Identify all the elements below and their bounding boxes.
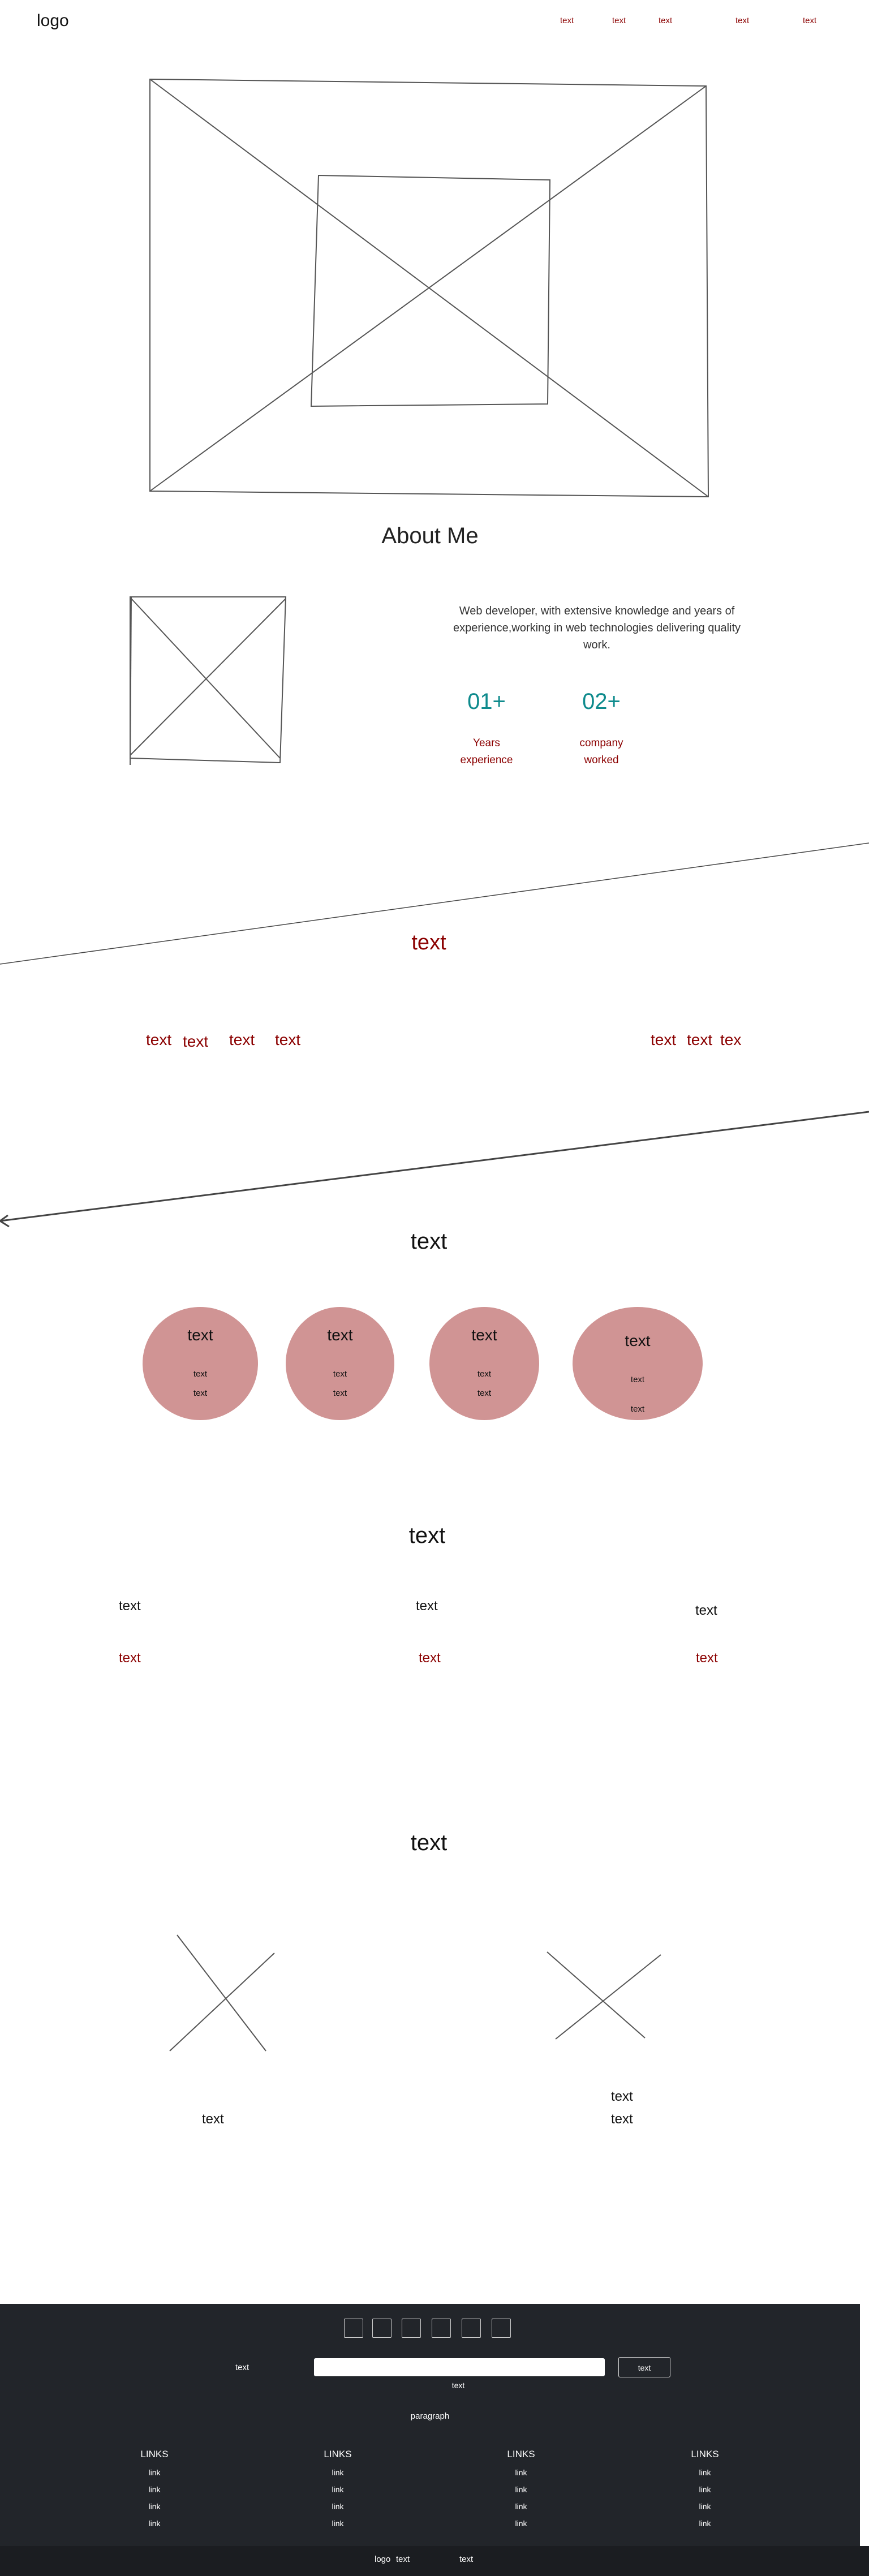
experience-sub-2: text	[419, 1650, 441, 1666]
profile-image-placeholder	[130, 596, 287, 766]
skills-title: text	[411, 931, 446, 954]
social-icon-3[interactable]	[402, 2319, 421, 2338]
footer-bottom-logo[interactable]: logo	[375, 2555, 391, 2564]
social-icon-2[interactable]	[372, 2319, 392, 2338]
service-card-line: text	[630, 1375, 645, 1384]
projects-title: text	[410, 1830, 448, 1855]
footer-link[interactable]: link	[148, 2502, 161, 2511]
social-icon-4[interactable]	[432, 2319, 451, 2338]
experience-heading-3: text	[695, 1603, 717, 1618]
service-card-line: text	[477, 1388, 492, 1398]
section-divider-lines	[0, 842, 869, 1228]
footer-link[interactable]: link	[515, 2502, 527, 2511]
experience-heading-1: text	[119, 1598, 141, 1614]
experience-title: text	[408, 1523, 446, 1548]
stat-label-years-2: experience	[460, 754, 513, 766]
footer-link[interactable]: link	[699, 2468, 711, 2477]
about-description: Web developer, with extensive knowledge …	[453, 605, 741, 651]
footer-link[interactable]: link	[515, 2519, 527, 2528]
footer-links-column-4: LINKS link link link link	[674, 2449, 736, 2536]
service-card-title: text	[327, 1326, 353, 1344]
service-card-line: text	[333, 1388, 347, 1398]
project-caption-left: text	[202, 2111, 224, 2127]
input-caption: text	[451, 2381, 465, 2390]
skill-item-7: tex	[720, 1031, 742, 1048]
email-input[interactable]	[314, 2358, 605, 2376]
footer-link[interactable]: link	[332, 2468, 344, 2477]
nav-link-5[interactable]: text	[803, 16, 817, 25]
footer-link[interactable]: link	[332, 2485, 344, 2494]
stat-label-companies-2: worked	[584, 754, 619, 766]
footer-link[interactable]: link	[699, 2485, 711, 2494]
footer-link[interactable]: link	[332, 2502, 344, 2511]
stat-value-companies: 02+	[582, 689, 621, 714]
experience-sub-1: text	[119, 1650, 141, 1666]
nav-link-4[interactable]: text	[735, 16, 750, 25]
service-card-2[interactable]: text text text	[286, 1307, 394, 1420]
footer-link[interactable]: link	[332, 2519, 344, 2528]
social-icon-6[interactable]	[492, 2319, 511, 2338]
skill-item-2: text	[183, 1033, 209, 1050]
service-card-line: text	[630, 1404, 645, 1414]
footer-links-column-3: LINKS link link link link	[490, 2449, 552, 2536]
header: logo text text text text text	[0, 0, 869, 45]
footer-links-heading: LINKS	[140, 2449, 169, 2459]
service-card-3[interactable]: text text text	[429, 1307, 539, 1420]
submit-button[interactable]: text	[618, 2357, 670, 2377]
stat-value-years: 01+	[467, 689, 506, 714]
nav-link-2[interactable]: text	[612, 16, 626, 25]
footer-links-heading: LINKS	[507, 2449, 535, 2459]
footer-links-column-1: LINKS link link link link	[123, 2449, 186, 2536]
service-card-title: text	[187, 1326, 213, 1344]
project-image-placeholders	[169, 1934, 661, 2052]
about-title: About Me	[381, 523, 479, 548]
footer-bottom-bar: logo text text	[0, 2546, 869, 2576]
service-card-4[interactable]: text text text	[573, 1307, 703, 1420]
social-icon-5[interactable]	[462, 2319, 481, 2338]
service-card-line: text	[193, 1388, 208, 1398]
service-card-line: text	[193, 1369, 208, 1379]
stat-label-companies-1: company	[579, 737, 623, 749]
project-caption-right-2: text	[611, 2111, 633, 2127]
footer-paragraph: paragraph	[410, 2411, 450, 2421]
subscribe-label: text	[235, 2363, 249, 2372]
skill-item-1: text	[146, 1031, 172, 1048]
service-card-title: text	[471, 1326, 497, 1344]
service-card-title: text	[625, 1332, 651, 1349]
service-card-line: text	[333, 1369, 347, 1379]
footer-link[interactable]: link	[515, 2468, 527, 2477]
logo[interactable]: logo	[37, 11, 69, 30]
hero-image-placeholder	[149, 78, 709, 498]
footer-link[interactable]: link	[515, 2485, 527, 2494]
skill-item-5: text	[651, 1031, 677, 1048]
footer-link[interactable]: link	[148, 2519, 161, 2528]
experience-heading-2: text	[416, 1598, 438, 1614]
footer-bottom-text-2: text	[459, 2555, 474, 2564]
footer-links-heading: LINKS	[691, 2449, 719, 2459]
footer: text text text paragraph LINKS link link…	[0, 2304, 860, 2546]
service-card-line: text	[477, 1369, 492, 1379]
footer-link[interactable]: link	[699, 2519, 711, 2528]
service-card-1[interactable]: text text text	[143, 1307, 258, 1420]
experience-sub-3: text	[696, 1650, 718, 1666]
footer-link[interactable]: link	[699, 2502, 711, 2511]
project-caption-right-1: text	[611, 2089, 633, 2104]
footer-bottom-text-1: text	[396, 2555, 410, 2564]
footer-link[interactable]: link	[148, 2485, 161, 2494]
nav-link-1[interactable]: text	[560, 16, 574, 25]
services-title: text	[410, 1229, 448, 1254]
footer-link[interactable]: link	[148, 2468, 161, 2477]
skill-item-3: text	[229, 1031, 255, 1048]
skill-item-4: text	[275, 1031, 301, 1048]
skill-item-6: text	[687, 1031, 713, 1048]
footer-links-heading: LINKS	[324, 2449, 352, 2459]
footer-links-column-2: LINKS link link link link	[307, 2449, 369, 2536]
nav-link-3[interactable]: text	[659, 16, 673, 25]
stat-label-years-1: Years	[473, 737, 500, 749]
social-icon-1[interactable]	[344, 2319, 363, 2338]
